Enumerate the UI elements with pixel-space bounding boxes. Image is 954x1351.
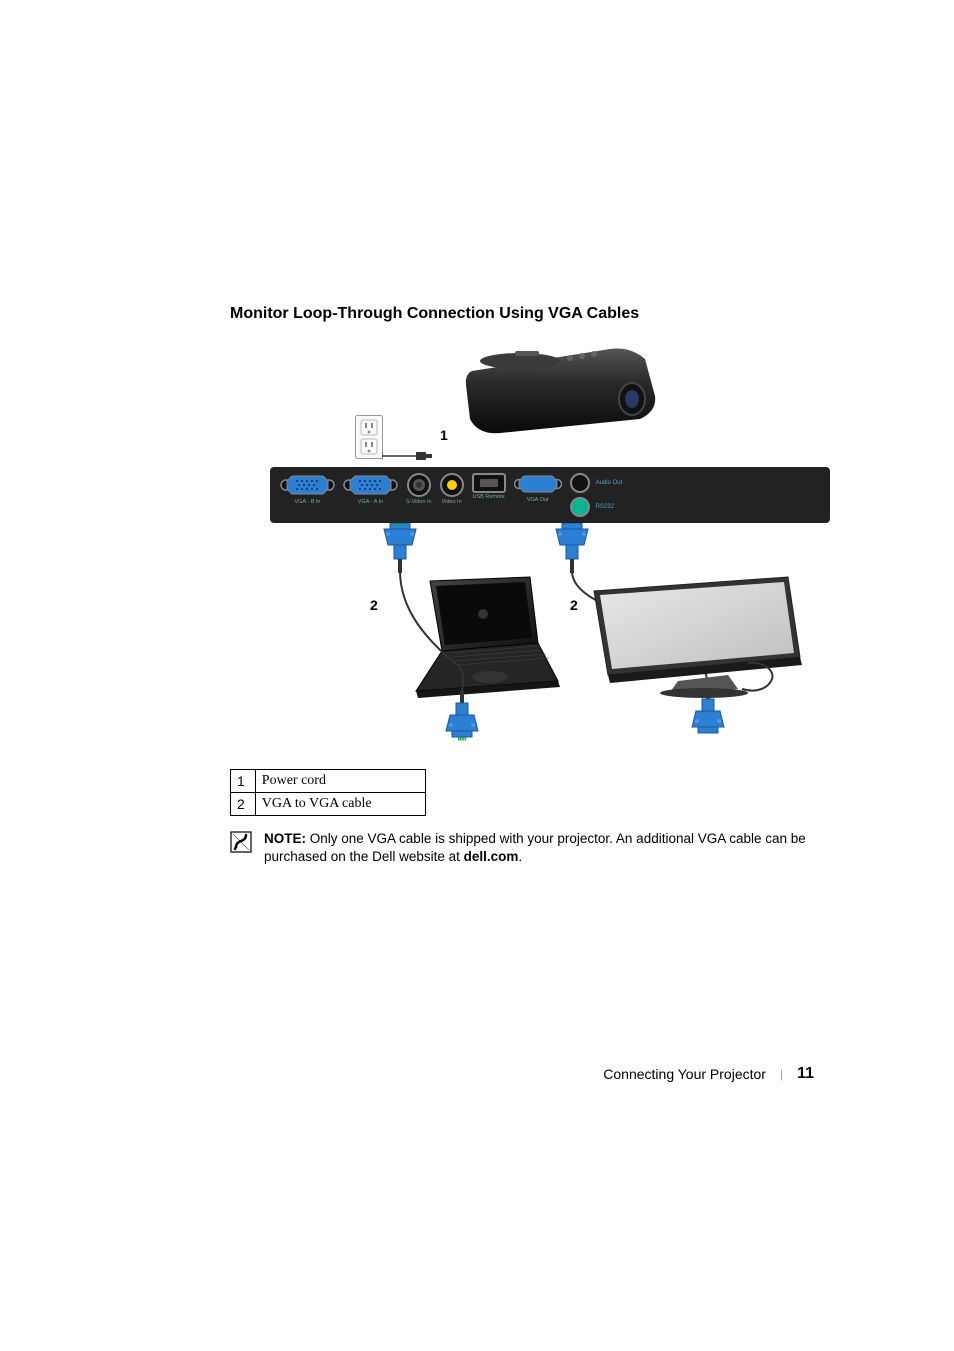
legend-num-1: 1	[231, 770, 256, 793]
note-period: .	[518, 849, 522, 864]
legend-text-2: VGA to VGA cable	[255, 793, 425, 816]
svg-text:▮▮▮▮: ▮▮▮▮	[458, 736, 467, 741]
rs232-port	[570, 497, 590, 517]
vga-plug-to-projector-b	[552, 523, 592, 573]
note-body: Only one VGA cable is shipped with your …	[264, 831, 806, 864]
footer-section-title: Connecting Your Projector	[603, 1066, 766, 1082]
power-cord-line	[382, 446, 434, 466]
port-label-usb: USB Remote	[473, 495, 505, 501]
legend-num-2: 2	[231, 793, 256, 816]
vga-plug-to-projector-a: ▮▮▮▮	[380, 523, 420, 573]
vga-cable-left	[398, 571, 468, 701]
port-label-audio-out: Audio Out	[596, 480, 623, 486]
video-in-port	[440, 473, 464, 497]
callout-1: 1	[440, 427, 448, 443]
connection-diagram: 1 VGA - B In VGA - A In	[260, 341, 820, 741]
note-text: NOTE: Only one VGA cable is shipped with…	[264, 830, 824, 866]
table-row: 2 VGA to VGA cable	[231, 793, 426, 816]
footer-separator: |	[780, 1067, 783, 1081]
vga-b-in-port	[280, 473, 335, 497]
note-icon	[230, 831, 252, 853]
port-label-vga-out: VGA Out	[527, 497, 549, 503]
footer-page-number: 11	[797, 1065, 814, 1083]
vga-out-port	[514, 473, 562, 495]
legend-text-1: Power cord	[255, 770, 425, 793]
port-label-video: Video In	[442, 499, 462, 505]
projector-graphic	[460, 341, 660, 436]
note-site: dell.com	[464, 849, 519, 864]
usb-remote-port	[472, 473, 506, 493]
note-block: NOTE: Only one VGA cable is shipped with…	[230, 830, 824, 866]
legend-table: 1 Power cord 2 VGA to VGA cable	[230, 769, 426, 816]
port-label-vga-b: VGA - B In	[295, 499, 321, 505]
port-label-rs232: RS232	[596, 504, 614, 510]
wall-outlet-graphic	[355, 415, 383, 459]
note-label: NOTE:	[264, 831, 306, 846]
audio-out-port	[570, 473, 590, 493]
page-footer: Connecting Your Projector | 11	[603, 1065, 814, 1083]
port-label-vga-a: VGA - A In	[358, 499, 383, 505]
svg-text:▮▮▮▮: ▮▮▮▮	[396, 523, 405, 526]
projector-port-panel: VGA - B In VGA - A In S-Video In Video I…	[270, 467, 830, 523]
vga-a-in-port	[343, 473, 398, 497]
section-heading: Monitor Loop-Through Connection Using VG…	[230, 305, 824, 323]
s-video-port	[407, 473, 431, 497]
callout-2-left: 2	[370, 597, 378, 613]
table-row: 1 Power cord	[231, 770, 426, 793]
vga-plug-to-laptop: ▮▮▮▮	[442, 691, 482, 741]
monitor-graphic	[588, 571, 808, 699]
port-label-svideo: S-Video In	[406, 499, 432, 505]
